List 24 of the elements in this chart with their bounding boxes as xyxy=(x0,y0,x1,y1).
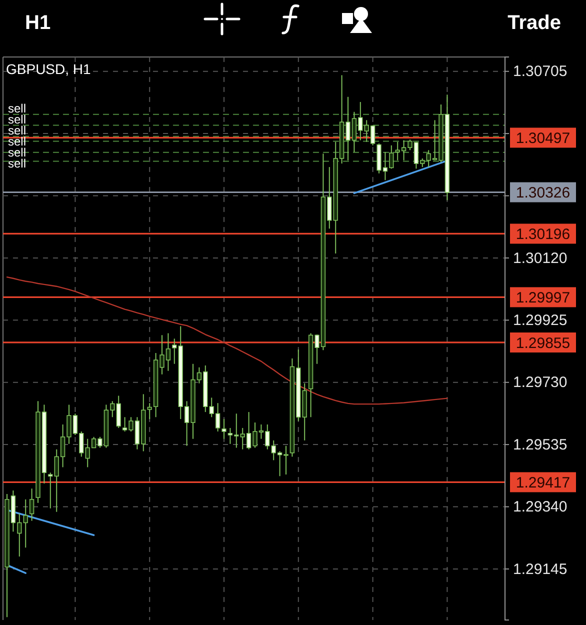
candlestick xyxy=(116,395,121,428)
y-tick-label: 1.29145 xyxy=(513,560,568,578)
y-tick-label: 1.29340 xyxy=(513,498,568,516)
candlestick xyxy=(222,418,226,440)
text: H1 xyxy=(25,12,51,34)
ref-line-label: 1.29855 xyxy=(516,334,570,352)
ref-line-label: 1.30326 xyxy=(516,184,570,202)
chart-title: GBPUSD, H1 xyxy=(6,61,92,77)
candlestick xyxy=(48,472,53,509)
ref-line-label: 1.30196 xyxy=(516,226,570,244)
y-tick-label: 1.30120 xyxy=(513,250,568,267)
y-tick-label: 1.30705 xyxy=(513,63,568,80)
candlestick xyxy=(23,498,28,548)
candlestick xyxy=(172,338,177,364)
y-tick-label: 1.29535 xyxy=(513,436,568,454)
ref-line-label: 1.30497 xyxy=(516,130,570,148)
line-series xyxy=(6,276,448,405)
candlestick xyxy=(147,402,152,420)
ref-line-label: 1.29417 xyxy=(516,474,570,492)
ref-line-label: 1.29997 xyxy=(516,290,570,307)
text: Trade xyxy=(508,12,561,34)
y-tick-label: 1.29730 xyxy=(513,374,568,392)
candlestick xyxy=(29,488,34,522)
y-tick-label: 1.29925 xyxy=(513,312,568,329)
